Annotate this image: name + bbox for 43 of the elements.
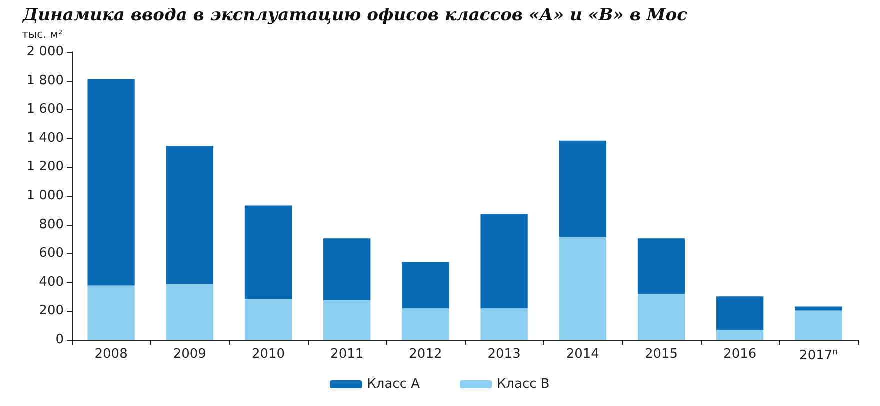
y-tick-label: 0 (56, 332, 64, 348)
bar (166, 284, 214, 340)
x-tick-label: 2013 (488, 347, 521, 362)
x-tick-label: 2011 (330, 347, 364, 362)
bar (716, 330, 764, 340)
x-tick-label: 2014 (566, 347, 600, 362)
bar (559, 237, 606, 340)
bar (638, 238, 686, 294)
y-axis-title: тыс. м² (22, 28, 63, 41)
bar (480, 308, 528, 340)
bar (244, 298, 292, 340)
bar (402, 262, 450, 309)
bar (324, 238, 371, 300)
x-tick-label: 2009 (173, 347, 206, 362)
y-tick-label: 1 200 (26, 160, 64, 175)
bar (324, 300, 371, 340)
legend-label: Класс А (367, 377, 420, 392)
bar (559, 140, 606, 238)
bar (480, 214, 528, 309)
y-tick-label: 800 (39, 217, 64, 232)
y-tick-label: 1 600 (26, 102, 64, 118)
bar (716, 296, 764, 330)
x-tick-label: 2016 (724, 347, 757, 362)
y-tick-label: 200 (39, 304, 64, 319)
y-tick-label: 1 400 (26, 130, 64, 146)
bar (638, 294, 686, 340)
x-tick-label: 2012 (409, 347, 442, 362)
legend-label: Класс В (496, 377, 550, 392)
bar (88, 79, 135, 286)
bar (244, 206, 292, 299)
y-tick-label: 2 000 (26, 44, 64, 60)
bar (402, 308, 450, 340)
y-tick-label: 1 800 (26, 73, 64, 88)
x-tick-label: 2015 (644, 347, 678, 362)
x-tick-label: 2010 (252, 347, 286, 362)
y-tick-label: 400 (39, 274, 64, 290)
y-tick-label: 1 000 (26, 188, 64, 204)
bar (795, 306, 842, 311)
y-tick-label: 600 (39, 246, 64, 262)
bar (88, 286, 135, 340)
x-tick-label: 2008 (94, 347, 128, 362)
bar (166, 146, 214, 284)
bar (795, 310, 842, 340)
